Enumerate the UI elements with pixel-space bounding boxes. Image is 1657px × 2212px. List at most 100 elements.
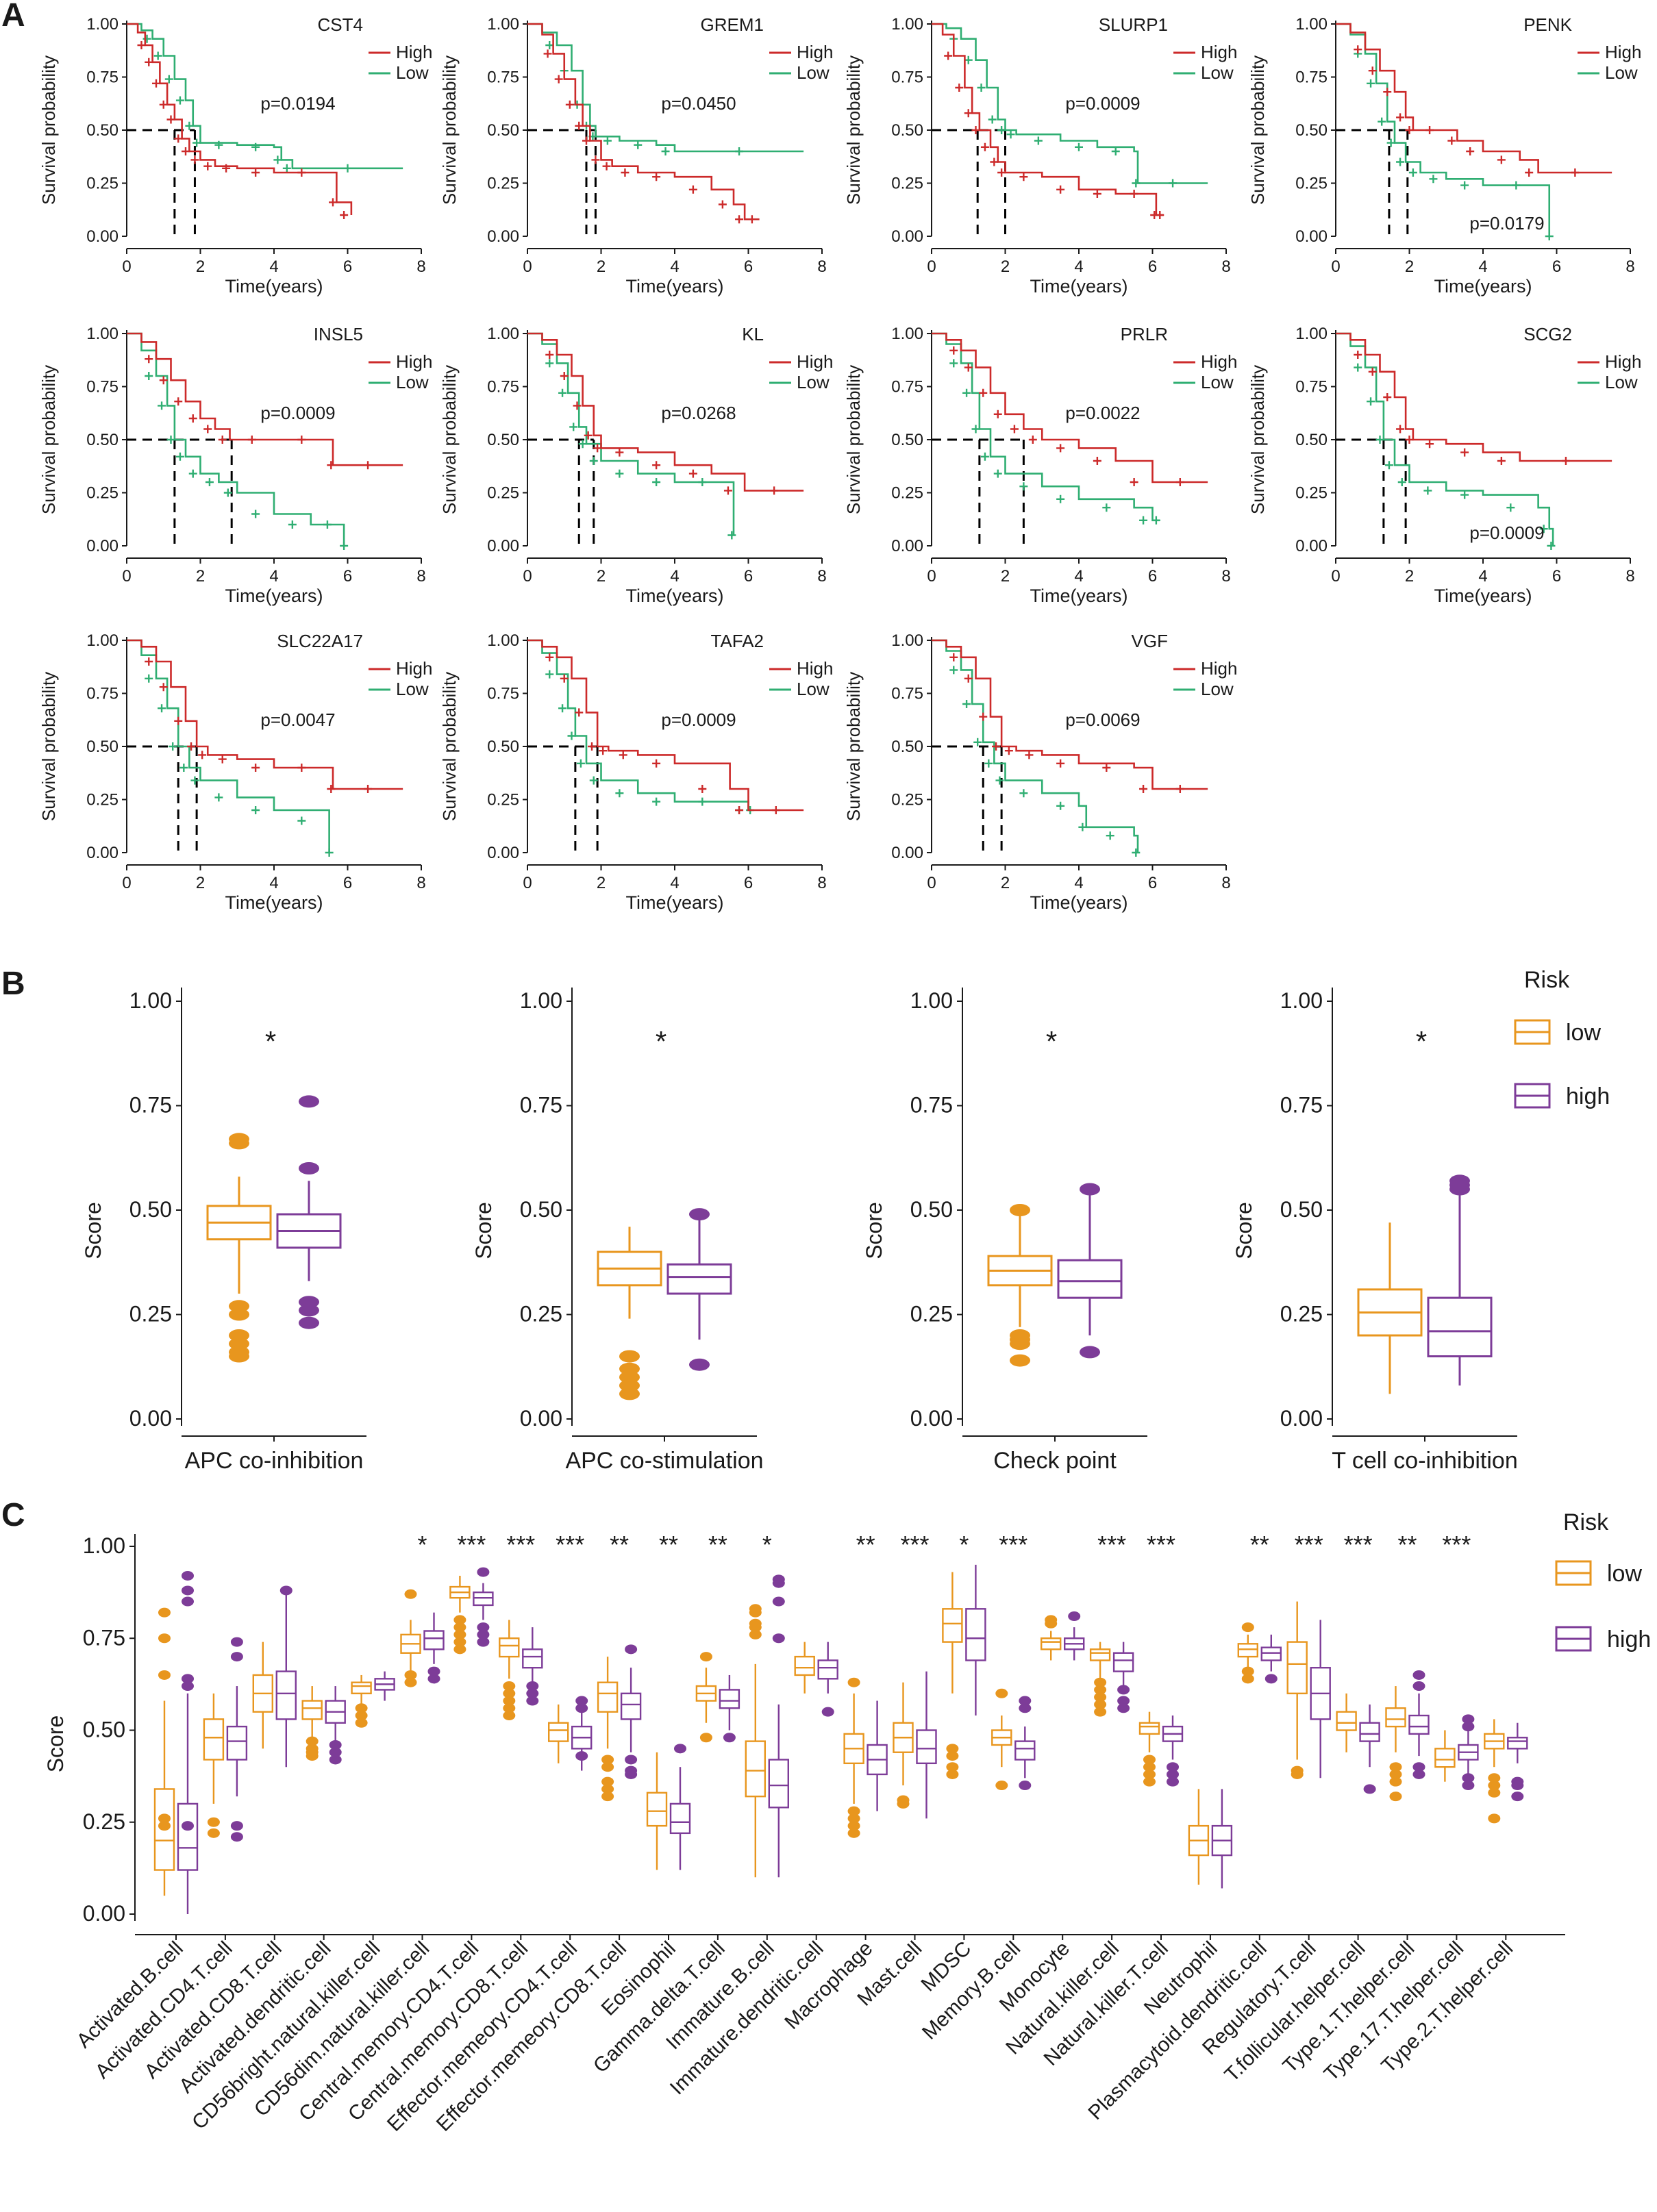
km-gene-title: PRLR xyxy=(1121,324,1168,344)
km-curve-high-censor xyxy=(573,401,582,410)
c-outlier-low xyxy=(946,1762,959,1772)
c-outlier-low xyxy=(847,1806,860,1816)
km-legend-high-label: High xyxy=(1201,351,1237,372)
c-legend-label: high xyxy=(1607,1626,1651,1652)
km-x-tick-label: 6 xyxy=(744,874,753,892)
km-x-tick-label: 2 xyxy=(196,257,205,276)
km-x-tick-label: 6 xyxy=(1148,567,1157,586)
c-outlier-high xyxy=(1019,1703,1032,1713)
km-y-axis-title: Survival probability xyxy=(439,672,460,821)
c-significance: *** xyxy=(999,1531,1027,1559)
km-curve-low-censor xyxy=(145,674,153,683)
b-outlier-high xyxy=(1080,1183,1100,1196)
c-box-low xyxy=(548,1722,569,1742)
km-legend-low-label: Low xyxy=(1201,679,1234,699)
km-y-tick-label: 1.00 xyxy=(86,325,119,343)
km-x-tick-label: 4 xyxy=(1074,257,1083,276)
km-curve-high-censor xyxy=(159,376,168,385)
km-x-tick-label: 8 xyxy=(1221,874,1230,892)
km-y-tick-label: 0.00 xyxy=(891,227,923,246)
km-y-axis-title: Survival probability xyxy=(843,365,864,514)
b-y-tick-label: 0.00 xyxy=(1280,1406,1323,1431)
km-curve-high-censor xyxy=(619,751,627,759)
km-curve-high-censor xyxy=(1425,440,1434,449)
c-outlier-high xyxy=(1412,1769,1425,1779)
km-y-axis-title: Survival probability xyxy=(439,55,460,205)
km-curve-high-censor xyxy=(1497,457,1506,465)
c-outlier-high xyxy=(1167,1769,1179,1779)
km-legend-high-label: High xyxy=(396,351,432,372)
km-curve-high-censor xyxy=(1093,190,1101,198)
c-box-low xyxy=(1237,1643,1259,1658)
km-curve-high-censor xyxy=(1139,785,1148,793)
km-curve-high-censor xyxy=(145,355,153,364)
b-x-tick-label: Check point xyxy=(993,1448,1117,1474)
c-outlier-high xyxy=(821,1707,834,1717)
km-curve-high-censor xyxy=(340,211,349,219)
c-significance: ** xyxy=(659,1531,678,1559)
km-y-tick-label: 1.00 xyxy=(891,15,923,34)
km-curve-low-censor xyxy=(288,520,297,529)
km-legend-low-label: Low xyxy=(1605,372,1638,392)
c-significance: *** xyxy=(900,1531,929,1559)
km-curve-low-censor xyxy=(1539,525,1548,533)
c-box-low xyxy=(1434,1748,1456,1768)
km-y-tick-label: 0.25 xyxy=(891,484,923,503)
km-curve-low-censor xyxy=(1102,503,1111,512)
km-curve-low xyxy=(932,639,1139,853)
b-outlier-high xyxy=(299,1304,319,1317)
km-curve-low-censor xyxy=(1367,397,1375,406)
km-curve-low xyxy=(932,23,1208,184)
b-significance: * xyxy=(265,1025,276,1057)
c-outlier-low xyxy=(995,1688,1008,1698)
km-legend-low-label: Low xyxy=(396,372,429,392)
c-outlier-low xyxy=(1389,1776,1402,1787)
c-outlier-high xyxy=(575,1751,588,1761)
b-box-high xyxy=(1057,1259,1123,1299)
km-p-value: p=0.0009 xyxy=(661,709,736,730)
km-curve-low-censor xyxy=(1139,516,1148,525)
c-outlier-high xyxy=(1412,1681,1425,1692)
km-curve-high-censor xyxy=(159,683,168,692)
km-curve-high-censor xyxy=(152,79,160,88)
km-curve-low-censor xyxy=(1354,363,1362,372)
km-curve-low-censor xyxy=(698,478,707,486)
km-p-value: p=0.0450 xyxy=(661,93,736,114)
km-curve-high-censor xyxy=(1383,393,1392,401)
c-box-low xyxy=(1089,1648,1111,1661)
km-curve-low-censor xyxy=(158,704,166,713)
km-curve-low-censor xyxy=(325,849,334,857)
km-curve-high-censor xyxy=(159,100,168,109)
c-outlier-high xyxy=(575,1696,588,1706)
km-legend-high-label: High xyxy=(1201,42,1237,62)
b-x-tick-label: T cell co-inhibition xyxy=(1332,1448,1518,1474)
km-x-tick-label: 8 xyxy=(817,567,826,586)
c-outlier-high xyxy=(329,1747,342,1757)
c-outlier-low xyxy=(1094,1692,1107,1702)
panel-c-legend: Risk low high xyxy=(1555,1509,1651,1652)
c-outlier-low xyxy=(453,1622,466,1633)
km-x-axis-title: Time(years) xyxy=(225,586,323,606)
km-y-tick-label: 0.75 xyxy=(891,378,923,397)
b-y-tick-label: 0.00 xyxy=(129,1406,172,1431)
c-y-tick-label: 0.00 xyxy=(83,1901,125,1926)
c-box-high xyxy=(1014,1740,1036,1761)
c-outlier-high xyxy=(182,1681,194,1692)
km-x-tick-label: 6 xyxy=(343,874,352,892)
km-curve-low-censor xyxy=(175,452,184,461)
c-box-low xyxy=(1336,1711,1357,1731)
km-y-axis-title: Survival probability xyxy=(843,55,864,205)
km-gene-title: PENK xyxy=(1523,14,1572,35)
km-y-tick-label: 0.50 xyxy=(86,121,119,140)
km-curve-high-censor xyxy=(1056,185,1065,194)
km-y-tick-label: 0.25 xyxy=(86,791,119,809)
km-curve-low-censor xyxy=(282,164,291,173)
km-curve-low-censor xyxy=(192,138,201,147)
c-significance: * xyxy=(417,1531,427,1559)
km-curve-high-censor xyxy=(137,41,146,49)
km-p-value: p=0.0268 xyxy=(661,403,736,423)
km-curve-low-censor xyxy=(735,147,744,155)
c-significance: *** xyxy=(457,1531,486,1559)
km-curve-high-censor xyxy=(1466,147,1475,155)
